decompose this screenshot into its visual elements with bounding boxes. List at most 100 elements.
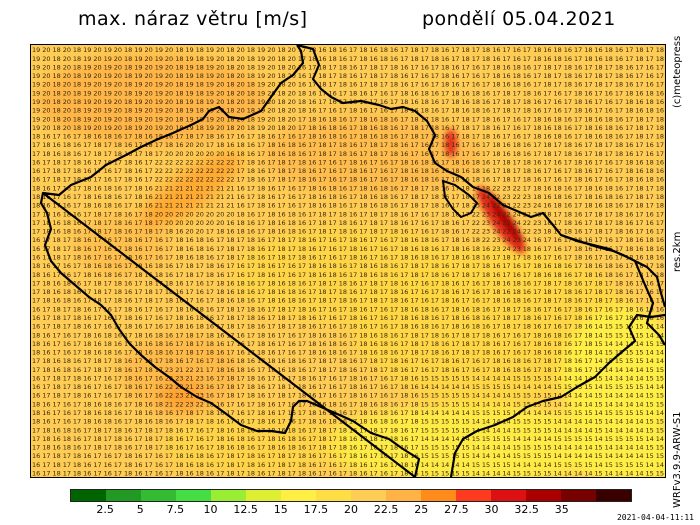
color-scale-segment [456, 490, 491, 501]
gust-value-cell: 16 [134, 314, 142, 322]
gust-value-cell: 15 [656, 400, 664, 408]
gust-value-cell: 16 [574, 150, 582, 158]
gust-value-cell: 20 [196, 228, 204, 236]
gust-value-cell: 16 [523, 63, 531, 71]
gust-value-cell: 16 [247, 219, 255, 227]
gust-value-cell: 16 [206, 375, 214, 383]
color-scale-segment [561, 490, 596, 501]
gust-value-cell: 16 [298, 297, 306, 305]
gust-value-cell: 16 [431, 323, 439, 331]
gust-value-cell: 17 [400, 193, 408, 201]
gust-value-cell: 18 [93, 444, 101, 452]
gust-value-cell: 17 [42, 383, 50, 391]
gust-value-cell: 16 [53, 444, 61, 452]
gust-value-cell: 16 [277, 297, 285, 305]
gust-value-cell: 16 [349, 366, 357, 374]
gust-value-cell: 18 [247, 375, 255, 383]
gust-value-cell: 19 [155, 89, 163, 97]
gust-value-cell: 18 [605, 46, 613, 54]
gust-value-cell: 18 [359, 340, 367, 348]
gust-value-cell: 17 [73, 262, 81, 270]
gust-value-cell: 17 [635, 81, 643, 89]
gust-value-cell: 18 [216, 435, 224, 443]
gust-value-cell: 18 [257, 400, 265, 408]
gust-value-cell: 19 [32, 107, 40, 115]
gust-value-cell: 17 [63, 245, 71, 253]
gust-value-cell: 16 [247, 297, 255, 305]
gust-value-cell: 19 [83, 98, 91, 106]
gust-value-cell: 17 [390, 452, 398, 460]
gust-value-cell: 17 [523, 115, 531, 123]
gust-value-cell: 18 [196, 46, 204, 54]
gust-value-cell: 18 [533, 55, 541, 63]
gust-value-cell: 17 [359, 81, 367, 89]
gust-value-cell: 17 [257, 444, 265, 452]
gust-value-cell: 14 [605, 366, 613, 374]
gust-value-cell: 18 [42, 228, 50, 236]
gust-value-cell: 18 [400, 159, 408, 167]
gust-value-cell: 18 [226, 63, 234, 71]
gust-value-cell: 20 [288, 55, 296, 63]
gust-value-cell: 17 [390, 159, 398, 167]
gust-value-cell: 17 [410, 210, 418, 218]
gust-value-cell: 18 [554, 115, 562, 123]
gust-value-cell: 18 [155, 262, 163, 270]
gust-value-cell: 17 [400, 418, 408, 426]
gust-value-cell: 16 [584, 245, 592, 253]
gust-value-cell: 16 [359, 254, 367, 262]
gust-value-cell: 16 [104, 314, 112, 322]
gust-value-cell: 15 [421, 470, 429, 478]
gust-value-cell: 22 [196, 159, 204, 167]
gust-value-cell: 17 [564, 236, 572, 244]
gust-value-cell: 23 [482, 219, 490, 227]
gust-value-cell: 17 [216, 254, 224, 262]
gust-value-cell: 18 [400, 392, 408, 400]
gust-value-cell: 16 [390, 400, 398, 408]
gust-value-cell: 17 [564, 305, 572, 313]
gust-value-cell: 16 [134, 392, 142, 400]
gust-value-cell: 18 [605, 271, 613, 279]
gust-value-cell: 22 [206, 159, 214, 167]
gust-value-cell: 16 [615, 133, 623, 141]
gust-value-cell: 14 [615, 418, 623, 426]
gust-value-cell: 17 [574, 133, 582, 141]
gust-value-cell: 16 [502, 81, 510, 89]
color-scale-tick-label: 15 [273, 503, 288, 516]
gust-value-cell: 16 [114, 202, 122, 210]
gust-value-cell: 18 [441, 210, 449, 218]
gust-value-cell: 18 [196, 55, 204, 63]
gust-value-cell: 17 [257, 210, 265, 218]
gust-value-cell: 16 [329, 167, 337, 175]
gust-value-cell: 20 [42, 124, 50, 132]
gust-value-cell: 18 [288, 210, 296, 218]
gust-value-cell: 17 [237, 375, 245, 383]
gust-value-cell: 18 [53, 323, 61, 331]
gust-value-cell: 18 [502, 176, 510, 184]
gust-value-cell: 18 [421, 314, 429, 322]
gust-value-cell: 17 [462, 219, 470, 227]
gust-value-cell: 16 [267, 271, 275, 279]
gust-value-cell: 18 [216, 228, 224, 236]
gust-value-cell: 18 [349, 245, 357, 253]
gust-value-cell: 21 [185, 383, 193, 391]
gust-value-cell: 17 [462, 366, 470, 374]
gust-value-cell: 18 [73, 107, 81, 115]
gust-value-cell: 16 [482, 89, 490, 97]
gust-value-cell: 15 [646, 400, 654, 408]
gust-value-cell: 14 [554, 400, 562, 408]
gust-value-cell: 18 [53, 375, 61, 383]
gust-value-cell: 17 [543, 323, 551, 331]
gust-value-cell: 14 [605, 452, 613, 460]
gust-value-cell: 16 [615, 124, 623, 132]
gust-value-cell: 16 [543, 193, 551, 201]
gust-value-cell: 16 [370, 409, 378, 417]
gust-value-cell: 18 [83, 409, 91, 417]
gust-value-cell: 14 [594, 435, 602, 443]
gust-value-cell: 18 [513, 150, 521, 158]
gust-value-cell: 15 [482, 383, 490, 391]
gust-value-cell: 16 [370, 202, 378, 210]
gust-value-cell: 16 [83, 383, 91, 391]
gust-value-cell: 14 [441, 409, 449, 417]
gust-value-cell: 18 [206, 133, 214, 141]
gust-value-cell: 17 [625, 202, 633, 210]
